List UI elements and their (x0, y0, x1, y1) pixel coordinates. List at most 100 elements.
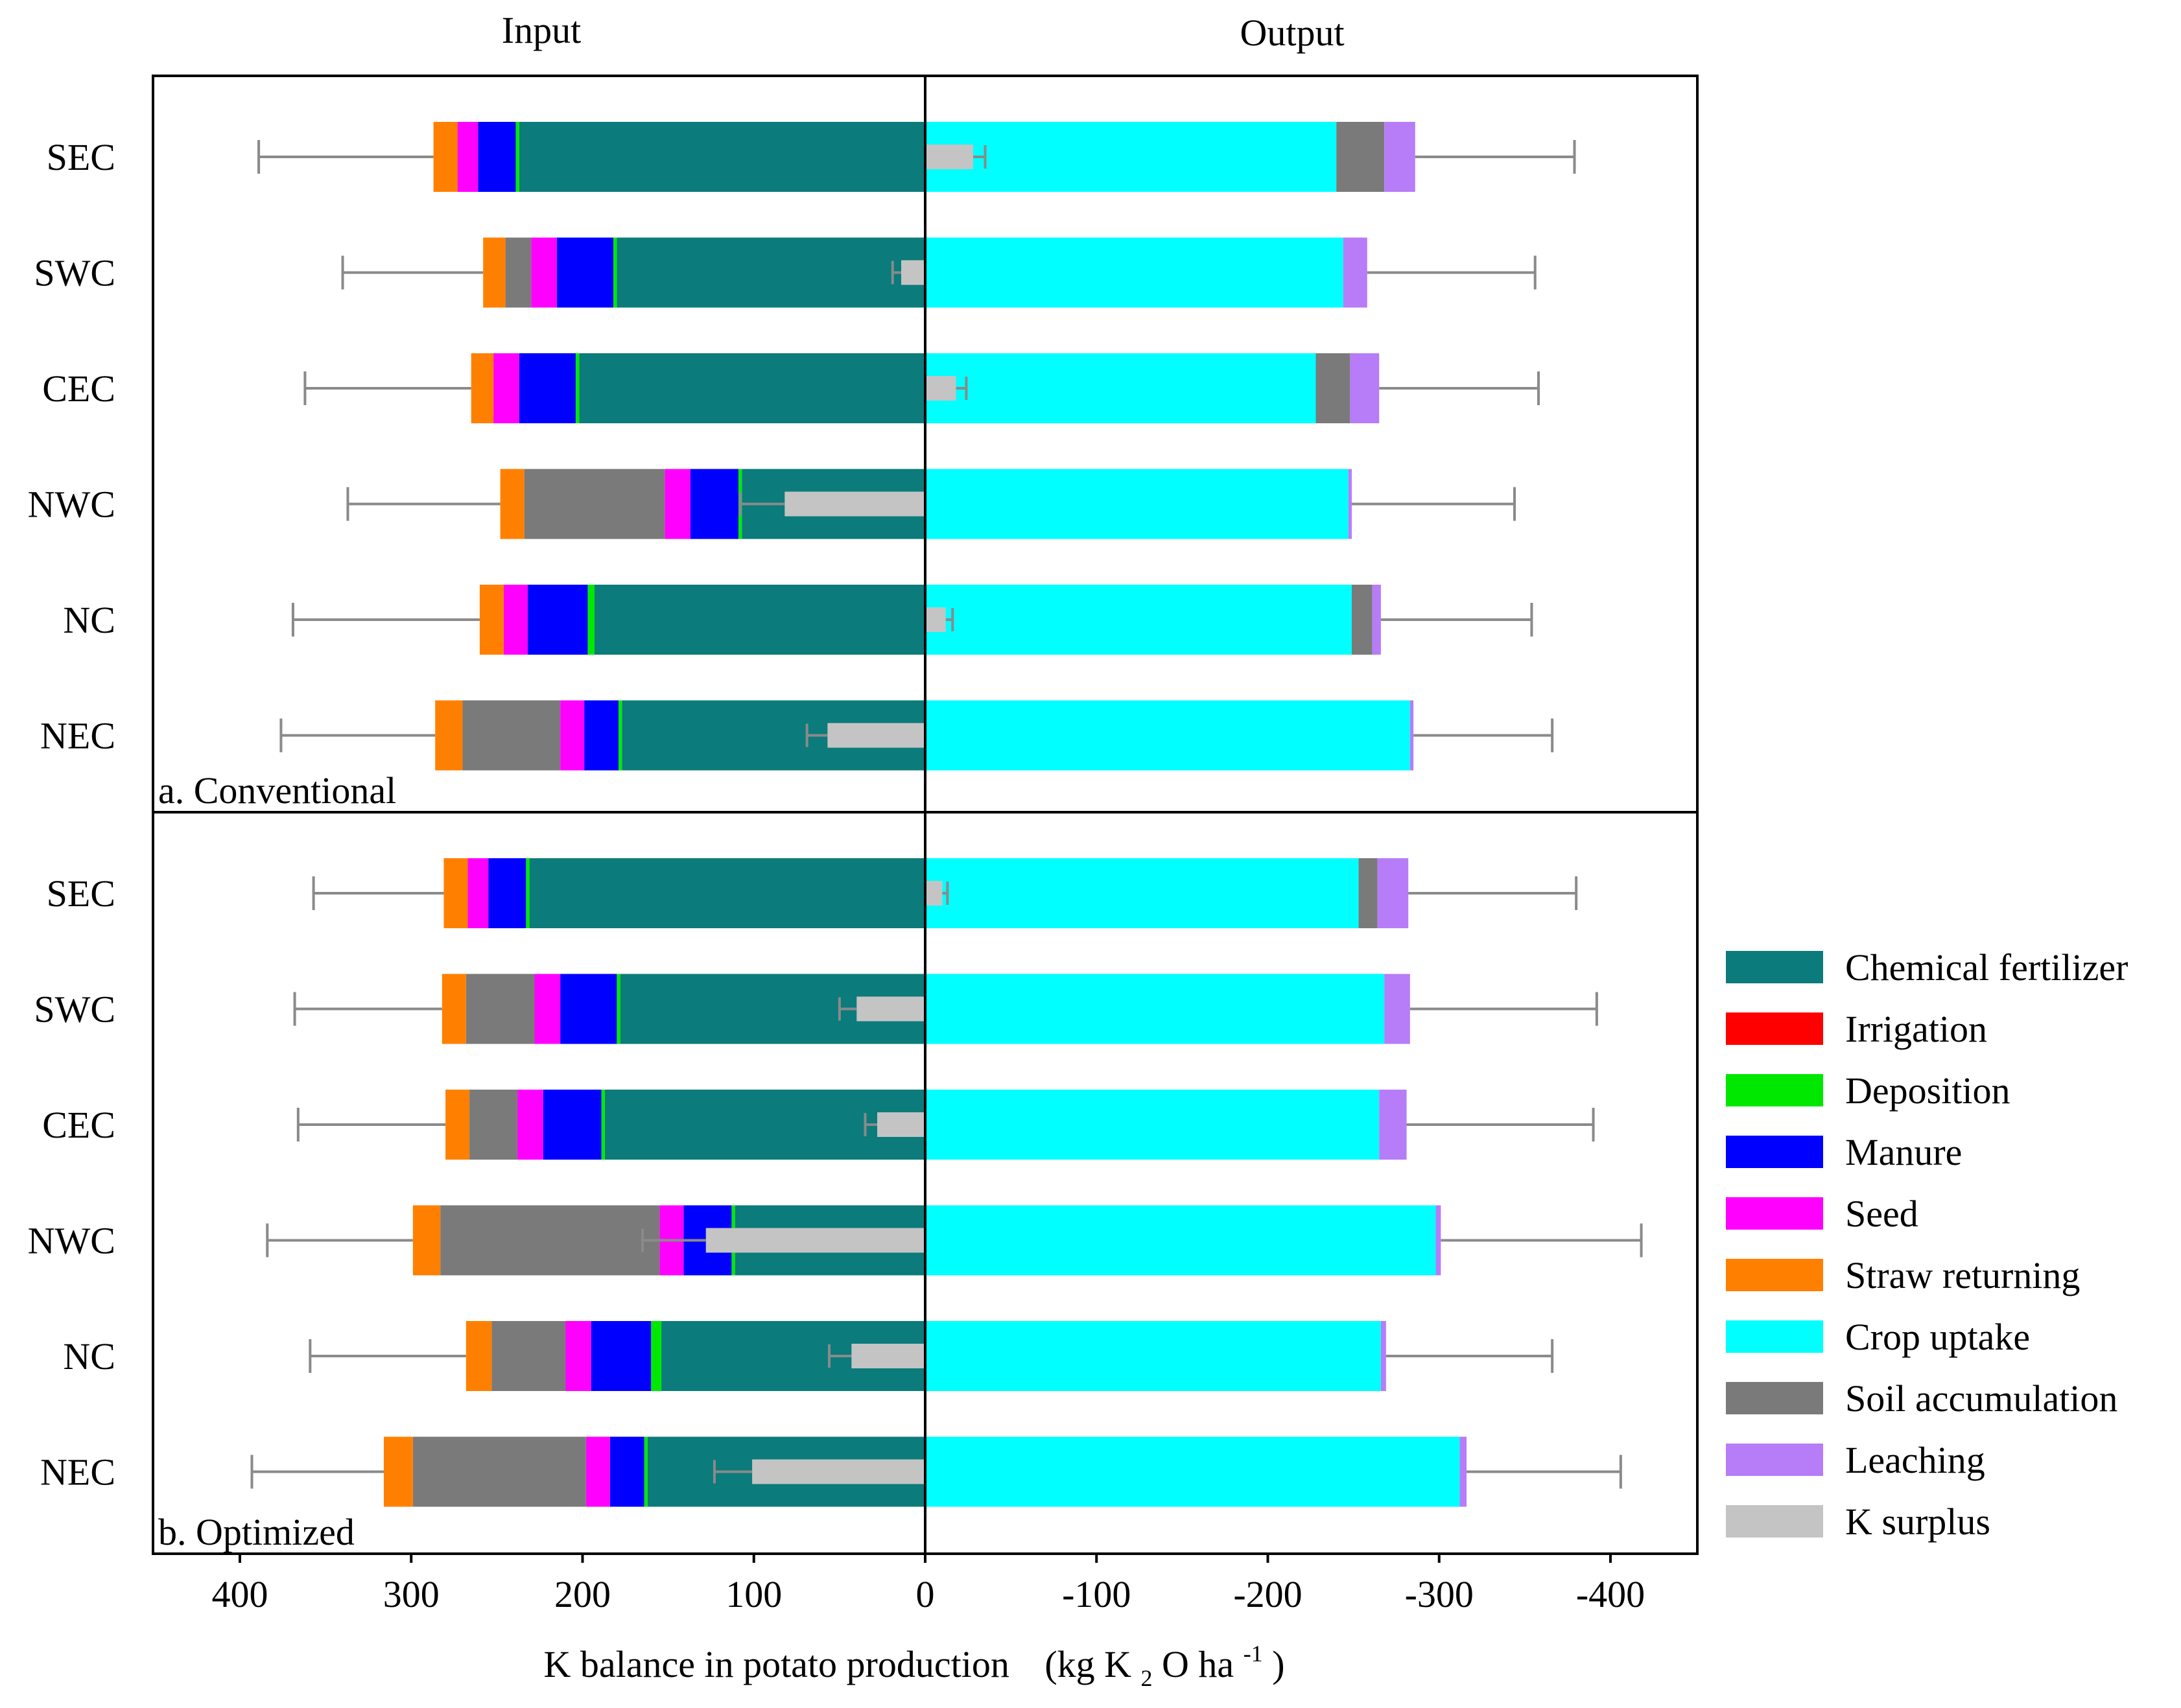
bar-cec-input-seed (493, 353, 519, 423)
legend-label: Deposition (1845, 1070, 2010, 1112)
x-axis-title-unit-sup: -1 (1244, 1641, 1263, 1667)
legend-item-manure: Manure (1726, 1131, 1962, 1173)
legend-label: Soil accumulation (1845, 1377, 2117, 1420)
x-tick-label: 100 (725, 1573, 782, 1615)
error-bar-nec-surplus (713, 1460, 753, 1484)
error-bar-nec-output (1467, 1455, 1622, 1489)
error-bar-sec-output (1415, 140, 1576, 174)
error-bar-cec-surplus (864, 1113, 878, 1136)
error-bar-sec-input (312, 876, 444, 910)
x-tick-label: -200 (1233, 1573, 1302, 1615)
bar-swc-output-crop (925, 974, 1385, 1044)
error-bar-cec-input (303, 371, 471, 405)
bar-nec-input-soil (462, 700, 561, 771)
error-bar-nwc-output (1351, 487, 1516, 521)
legend-label: K surplus (1845, 1501, 1990, 1543)
bar-cec-input-deposition (575, 353, 580, 423)
bar-swc-input-seed (531, 237, 557, 308)
category-label: NWC (28, 484, 115, 526)
error-bar-sec-output (1408, 876, 1578, 910)
bar-cec-input-chemical (579, 353, 925, 423)
bar-nc-k-surplus (851, 1344, 925, 1368)
bar-sec-output-crop (925, 858, 1359, 928)
x-axis-title-unit-sub: 2 (1141, 1665, 1153, 1691)
legend-label: Leaching (1845, 1439, 1985, 1481)
panel-label: a. Conventional (158, 769, 396, 812)
bar-nc-input-soil (491, 1321, 566, 1391)
bar-sec-output-soil (1336, 122, 1385, 192)
legend-label: Seed (1845, 1193, 1918, 1235)
bar-nec-input-manure (609, 1436, 644, 1507)
legend-swatch (1726, 1320, 1823, 1353)
bar-swc-k-surplus (901, 260, 925, 285)
legend-item-crop: Crop uptake (1726, 1316, 2030, 1358)
legend-label: Crop uptake (1845, 1316, 2030, 1358)
x-axis-title-unit-open: (kg K (1044, 1643, 1131, 1685)
bar-nec-input-soil (412, 1436, 586, 1507)
legend-item-seed: Seed (1726, 1193, 1918, 1235)
bar-sec-input-deposition (526, 858, 530, 928)
legend-swatch (1726, 951, 1823, 983)
bar-nec-output-leaching (1459, 1436, 1467, 1507)
category-label: CEC (42, 368, 115, 410)
x-tick-label: 0 (916, 1573, 935, 1615)
x-tick-label: -300 (1405, 1573, 1474, 1615)
panel-label: b. Optimized (158, 1511, 355, 1553)
bar-sec-input-deposition (515, 122, 519, 192)
bar-swc-input-deposition (617, 974, 620, 1044)
bar-sec-input-seed (467, 858, 489, 928)
bar-nc-output-crop (925, 585, 1352, 655)
bar-nec-input-straw (435, 700, 463, 771)
error-bar-nc-surplus (945, 608, 954, 631)
bar-nwc-input-seed (665, 469, 690, 539)
legend-item-irrigation: Irrigation (1726, 1008, 1987, 1050)
bar-sec-output-leaching (1377, 858, 1409, 928)
bar-sec-input-manure (478, 122, 516, 192)
bar-nec-input-manure (584, 700, 619, 771)
bar-nc-input-seed (565, 1321, 591, 1391)
bar-nec-k-surplus (827, 723, 925, 748)
legend-item-surplus: K surplus (1726, 1501, 1990, 1543)
category-label: NEC (40, 715, 115, 757)
x-axis: 400 300 200 100 0 -100 -200 -300 -400 (212, 1554, 1645, 1615)
error-bar-nec-input (279, 718, 436, 753)
bar-sec-output-soil (1358, 858, 1378, 928)
bar-cec-output-crop (925, 1090, 1380, 1160)
category-label: SWC (34, 252, 115, 294)
legend-swatch (1726, 1074, 1823, 1106)
bar-nec-input-seed (585, 1436, 610, 1507)
bar-sec-k-surplus (925, 881, 943, 906)
panel-optimized: SEC SWC CEC NWC NC NEC b. Optimized (28, 858, 1643, 1553)
legend-swatch (1726, 1444, 1823, 1476)
category-label: SWC (34, 989, 115, 1031)
x-axis-title-prefix: K balance in potato production (543, 1643, 1009, 1685)
error-bar-nwc-input (346, 487, 501, 521)
bar-nwc-output-leaching (1348, 469, 1352, 539)
error-bar-nc-surplus (828, 1344, 852, 1368)
error-bar-nec-output (1413, 718, 1554, 753)
bar-nwc-k-surplus (705, 1228, 925, 1253)
bar-nwc-input-straw (500, 469, 525, 539)
bar-swc-input-soil (466, 974, 535, 1044)
error-bar-swc-input (293, 992, 442, 1026)
bar-sec-output-crop (925, 122, 1337, 192)
error-bar-swc-surplus (891, 261, 902, 285)
bar-swc-input-chemical (617, 237, 925, 308)
error-bar-nec-input (250, 1455, 384, 1489)
bar-nc-input-straw (479, 585, 504, 655)
error-bar-cec-output (1379, 371, 1540, 405)
x-tick-label: -100 (1062, 1573, 1131, 1615)
x-axis-title-unit-close: ) (1272, 1643, 1284, 1685)
panel-conventional: SEC SWC CEC NWC NC NEC a. Conventional (28, 122, 1576, 812)
legend-swatch (1726, 1012, 1823, 1045)
bar-cec-output-leaching (1379, 1090, 1407, 1160)
bar-nwc-input-straw (412, 1205, 441, 1276)
chart-panels: SEC SWC CEC NWC NC NEC a. Conventional SEC SWC CE… (28, 75, 1699, 1555)
bar-sec-input-straw (433, 122, 458, 192)
bar-nc-k-surplus (925, 607, 946, 632)
error-bar-cec-surplus (956, 377, 968, 400)
legend: Chemical fertilizer Irrigation Deposition M… (1726, 946, 2128, 1543)
bar-nwc-output-crop (925, 1205, 1436, 1276)
bar-swc-input-deposition (613, 237, 617, 308)
